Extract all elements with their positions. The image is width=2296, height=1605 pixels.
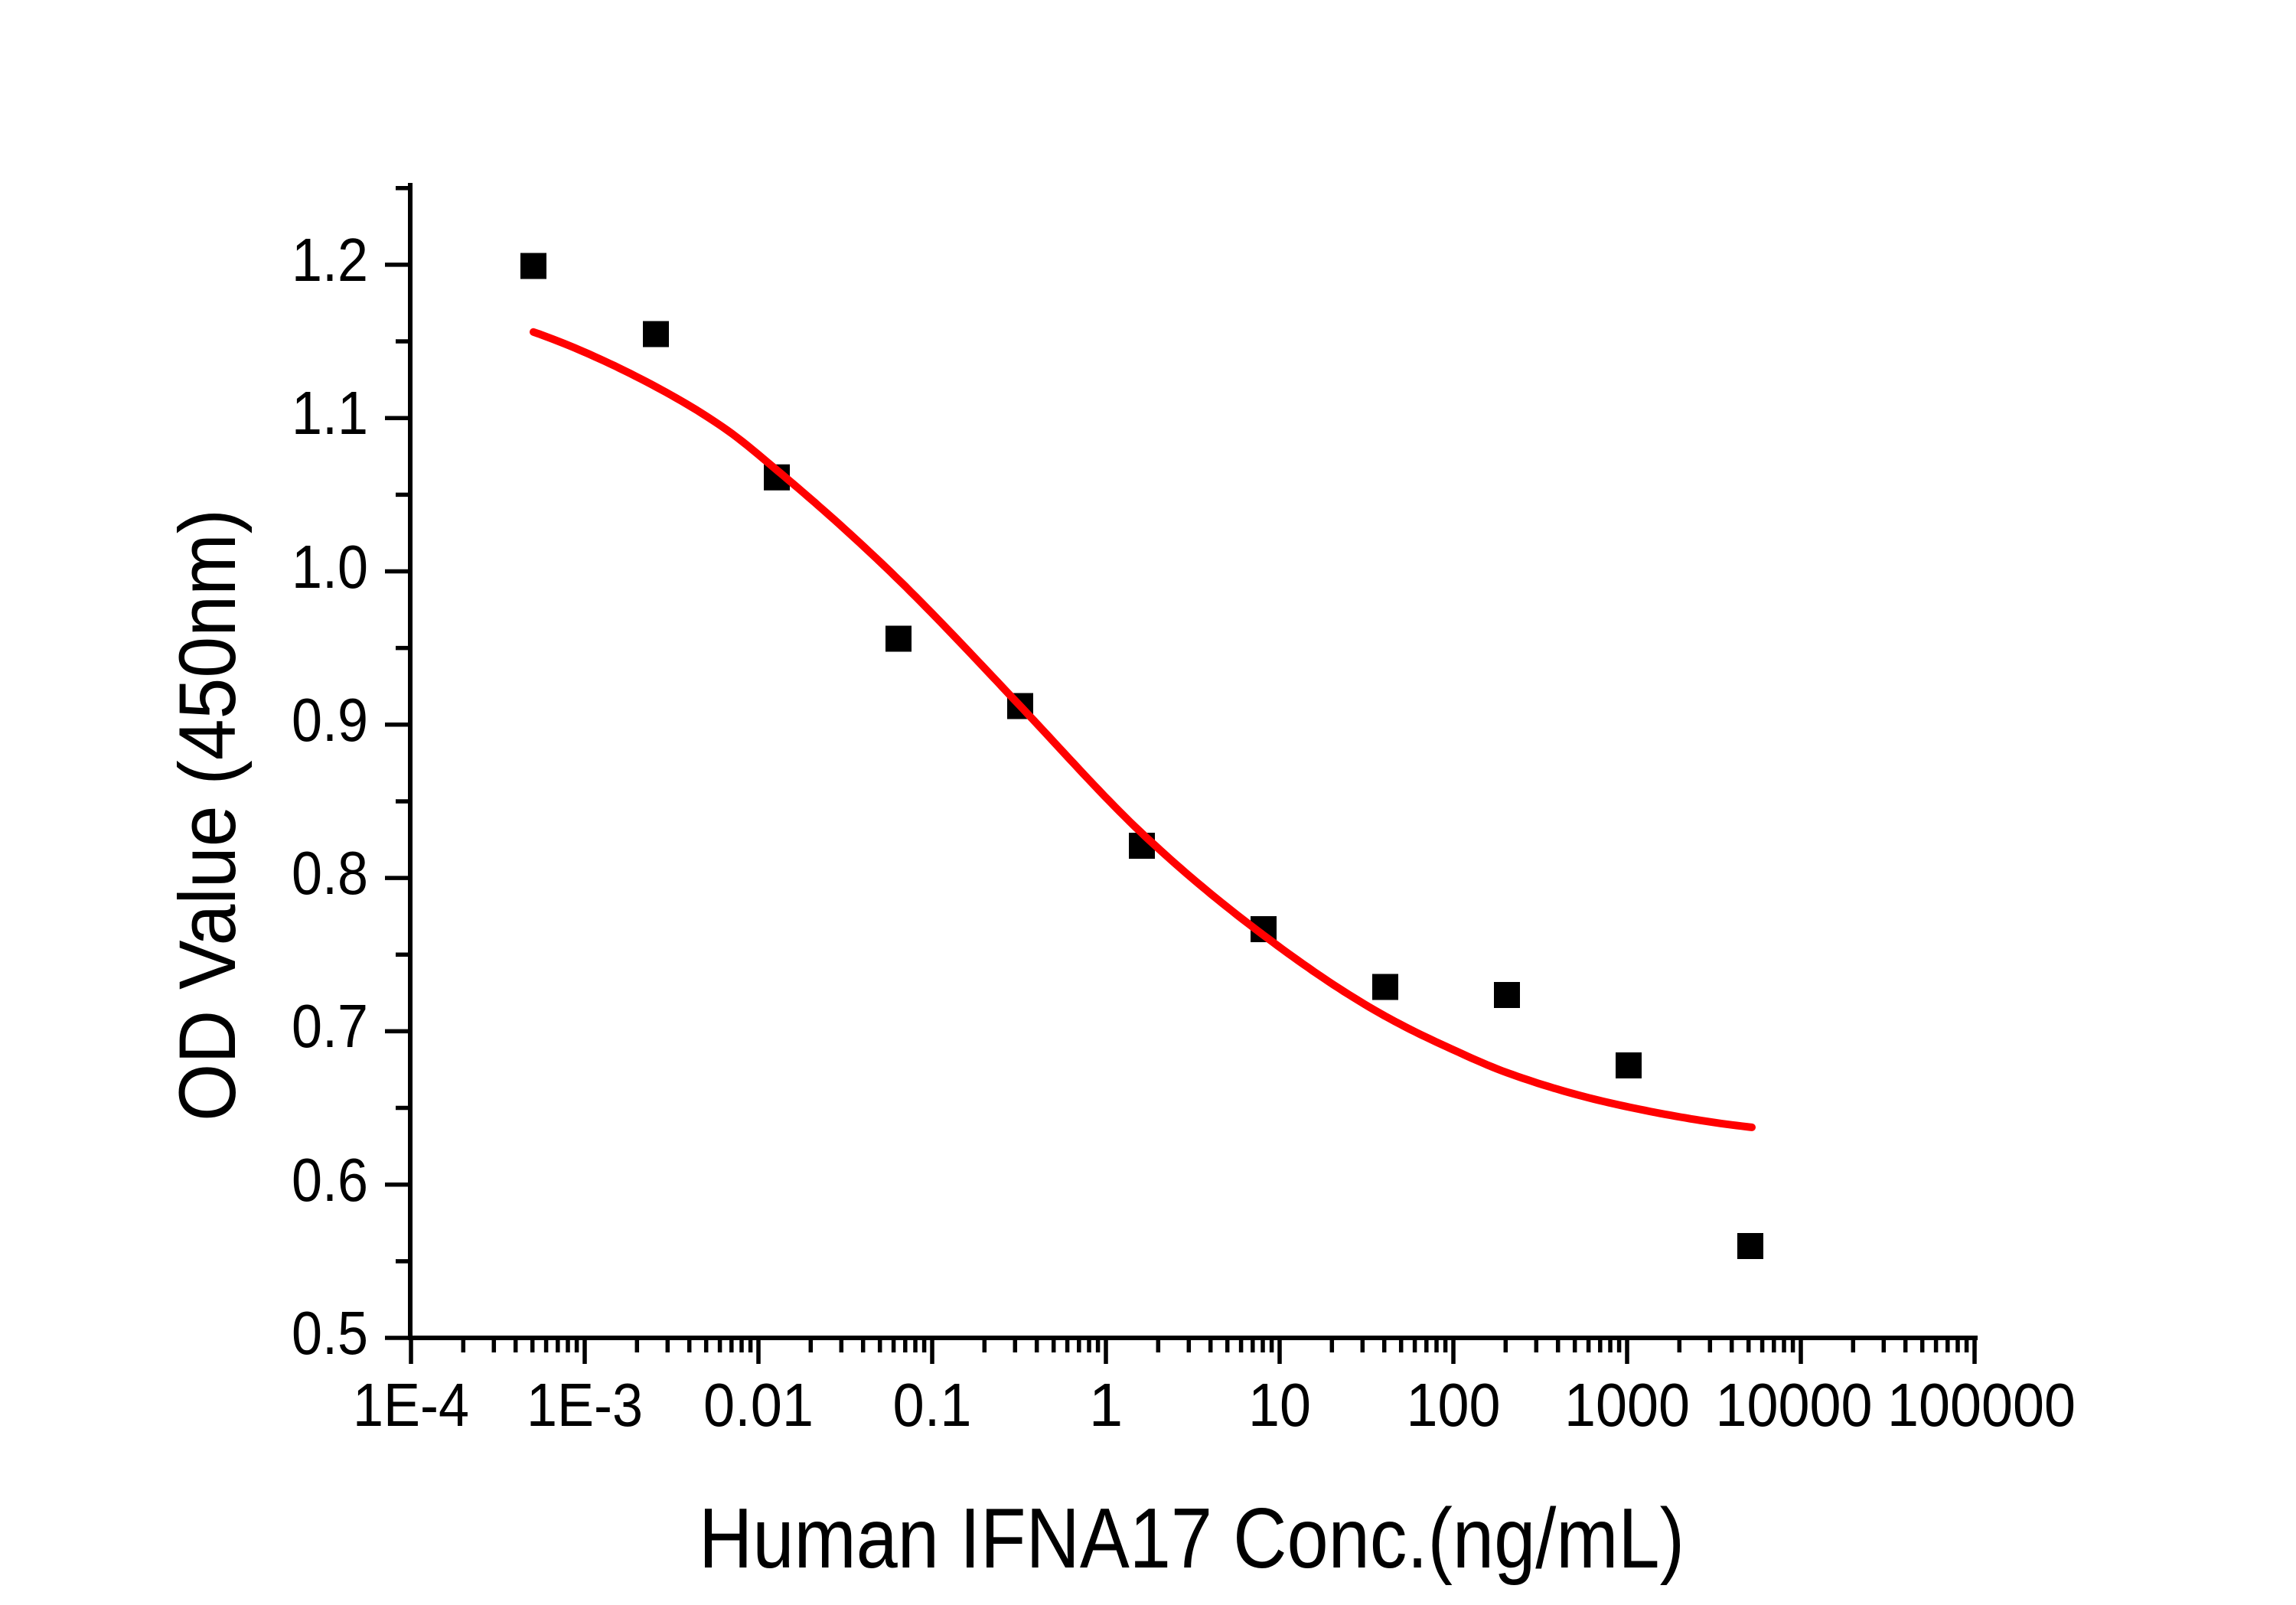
svg-text:0.9: 0.9	[292, 686, 368, 754]
svg-text:100: 100	[1407, 1371, 1501, 1439]
svg-text:0.7: 0.7	[292, 992, 368, 1060]
svg-text:1.1: 1.1	[292, 379, 368, 447]
svg-text:100000: 100000	[1887, 1371, 2076, 1439]
svg-text:1.0: 1.0	[292, 533, 368, 601]
svg-text:10000: 10000	[1716, 1371, 1873, 1439]
svg-text:1E-3: 1E-3	[527, 1371, 643, 1439]
svg-text:0.6: 0.6	[292, 1146, 368, 1214]
svg-text:0.5: 0.5	[292, 1299, 368, 1367]
svg-text:10: 10	[1248, 1371, 1311, 1439]
svg-text:1E-4: 1E-4	[353, 1371, 469, 1439]
svg-text:0.01: 0.01	[703, 1371, 814, 1439]
svg-text:1000: 1000	[1564, 1371, 1690, 1439]
svg-text:1.2: 1.2	[292, 226, 368, 294]
svg-text:OD Value (450nm): OD Value (450nm)	[163, 509, 253, 1121]
svg-text:Human IFNA17 Conc.(ng/mL): Human IFNA17 Conc.(ng/mL)	[699, 1491, 1684, 1586]
svg-text:1: 1	[1089, 1371, 1124, 1439]
svg-text:0.1: 0.1	[893, 1371, 972, 1439]
svg-text:0.8: 0.8	[292, 839, 368, 907]
